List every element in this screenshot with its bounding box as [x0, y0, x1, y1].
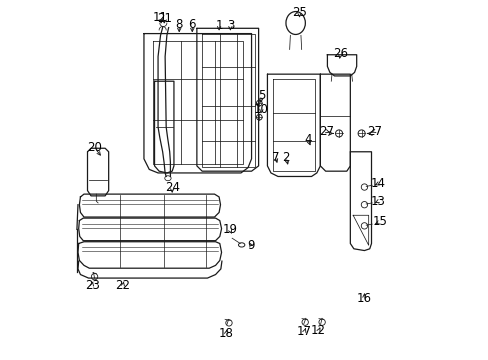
Text: 8: 8 [175, 18, 183, 31]
Text: 7: 7 [271, 150, 279, 163]
Text: 25: 25 [291, 6, 306, 19]
Text: 21: 21 [157, 12, 172, 25]
Text: 13: 13 [370, 195, 385, 208]
Text: 16: 16 [356, 292, 371, 305]
Text: 14: 14 [370, 177, 385, 190]
Text: 27: 27 [366, 125, 381, 138]
Text: 2: 2 [282, 150, 289, 163]
Text: 22: 22 [115, 279, 130, 292]
Text: 15: 15 [372, 215, 387, 228]
Text: 1: 1 [215, 19, 223, 32]
Text: 12: 12 [310, 324, 325, 337]
Text: 18: 18 [218, 327, 233, 340]
Text: 24: 24 [164, 181, 179, 194]
Text: 27: 27 [318, 125, 333, 138]
Text: 3: 3 [226, 19, 234, 32]
Text: 17: 17 [296, 325, 311, 338]
Text: 23: 23 [84, 279, 100, 292]
Text: 4: 4 [304, 133, 311, 146]
Text: 20: 20 [87, 141, 102, 154]
Text: 5: 5 [257, 89, 264, 102]
Text: 10: 10 [253, 103, 268, 116]
Text: 11: 11 [153, 10, 168, 23]
Text: 6: 6 [188, 18, 196, 31]
Text: 26: 26 [332, 47, 347, 60]
Text: 19: 19 [222, 223, 237, 236]
Text: 9: 9 [246, 239, 254, 252]
